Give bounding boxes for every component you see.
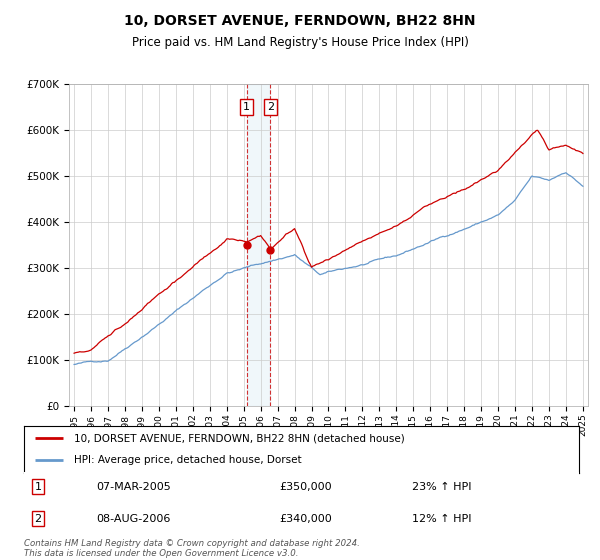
Text: 23% ↑ HPI: 23% ↑ HPI <box>413 482 472 492</box>
Text: 2: 2 <box>267 102 274 112</box>
Text: Price paid vs. HM Land Registry's House Price Index (HPI): Price paid vs. HM Land Registry's House … <box>131 36 469 49</box>
Text: 10, DORSET AVENUE, FERNDOWN, BH22 8HN: 10, DORSET AVENUE, FERNDOWN, BH22 8HN <box>124 14 476 28</box>
Text: HPI: Average price, detached house, Dorset: HPI: Average price, detached house, Dors… <box>74 455 302 465</box>
Text: 2: 2 <box>34 514 41 524</box>
Text: 1: 1 <box>34 482 41 492</box>
Bar <box>247 84 271 406</box>
Text: £350,000: £350,000 <box>280 482 332 492</box>
Text: 10, DORSET AVENUE, FERNDOWN, BH22 8HN (detached house): 10, DORSET AVENUE, FERNDOWN, BH22 8HN (d… <box>74 433 404 444</box>
Text: 07-MAR-2005: 07-MAR-2005 <box>96 482 171 492</box>
Text: Contains HM Land Registry data © Crown copyright and database right 2024.
This d: Contains HM Land Registry data © Crown c… <box>24 539 360 558</box>
Text: £340,000: £340,000 <box>280 514 332 524</box>
Text: 12% ↑ HPI: 12% ↑ HPI <box>413 514 472 524</box>
Text: 1: 1 <box>243 102 250 112</box>
Text: 08-AUG-2006: 08-AUG-2006 <box>96 514 170 524</box>
